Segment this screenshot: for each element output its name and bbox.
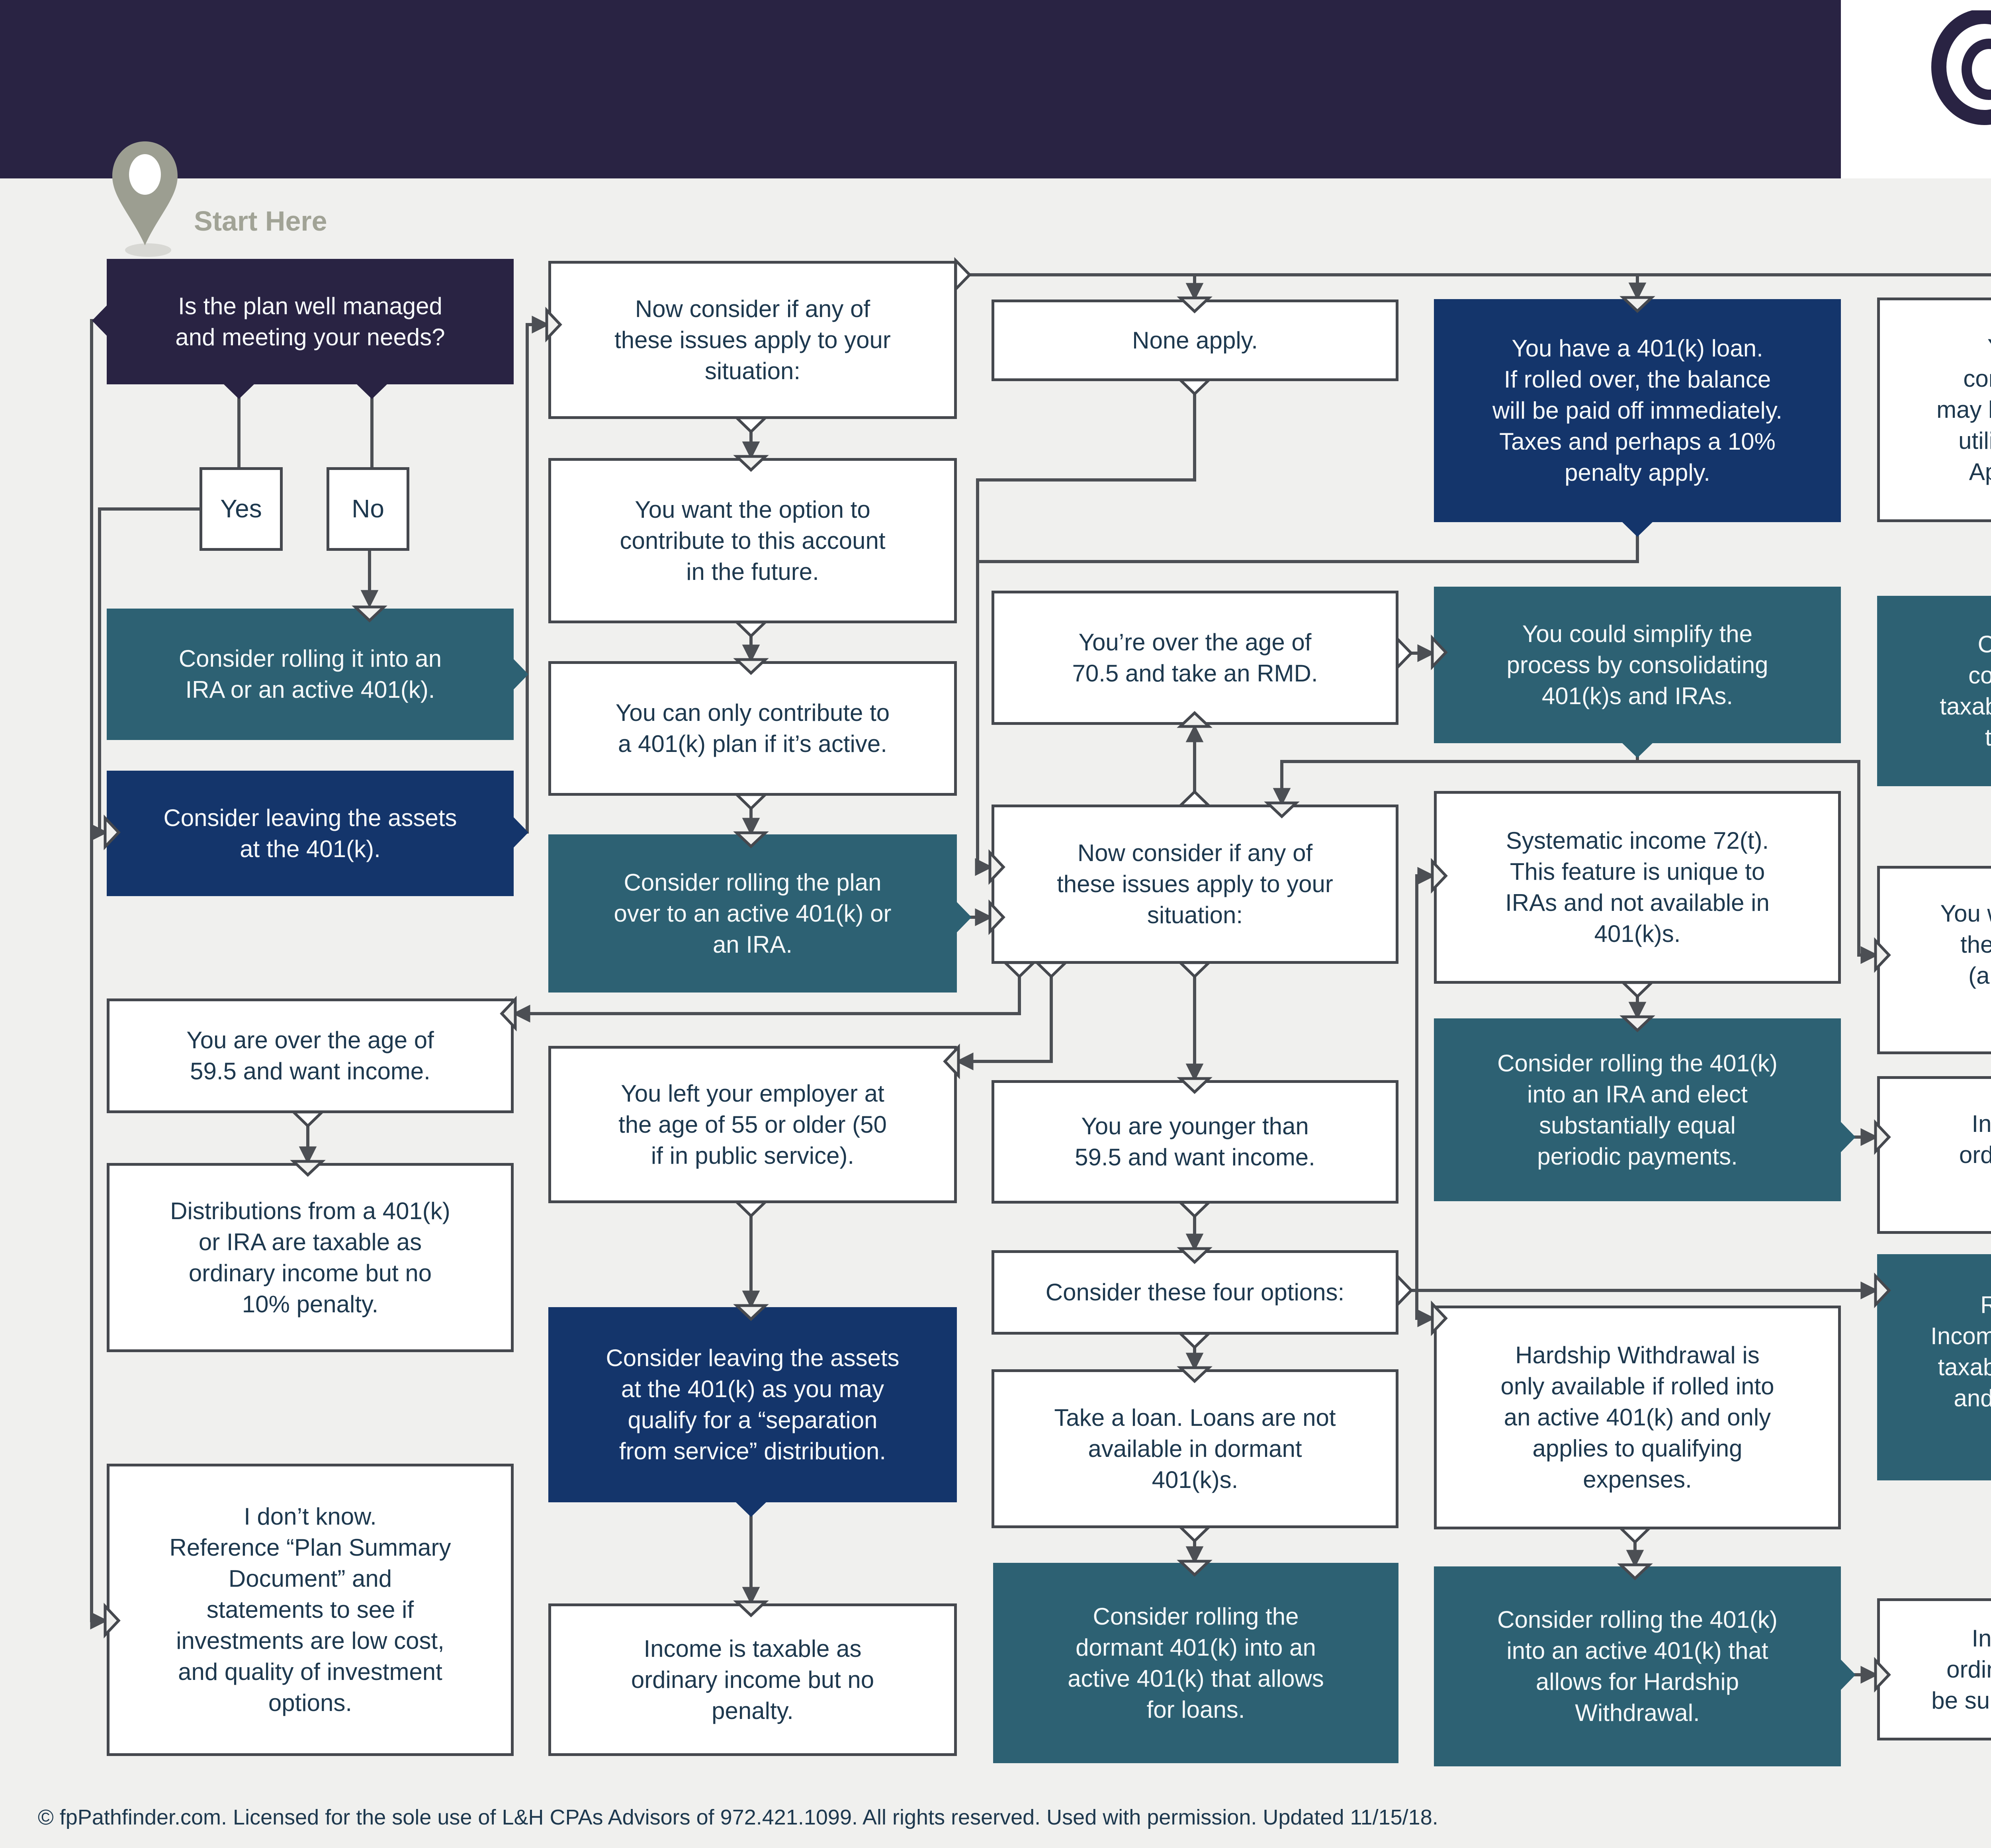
box-only-contribute-active: You can only contribute to a 401(k) plan…: [548, 661, 957, 796]
box-none-apply: None apply.: [992, 300, 1398, 381]
box-distributions-taxable: Distributions from a 401(k) or IRA are t…: [107, 1163, 514, 1352]
box-take-a-loan: Take a loan. Loans are not available in …: [992, 1369, 1398, 1528]
start-here-label: Start Here: [194, 206, 327, 237]
box-401k-loan: You have a 401(k) loan. If rolled over, …: [1434, 299, 1841, 522]
box-younger-59-5: You are younger than 59.5 and want incom…: [992, 1080, 1398, 1204]
box-over-59-5-want-income: You are over the age of 59.5 and want in…: [107, 998, 514, 1113]
box-income-taxable-no-penalty: Income is taxable as ordinary income but…: [548, 1603, 957, 1756]
box-consider-rolling-into-ira: Consider rolling it into an IRA or an ac…: [107, 609, 514, 740]
box-roll-ira-periodic-payments: Consider rolling the 401(k) into an IRA …: [1434, 1018, 1841, 1201]
box-systematic-income-72t: Systematic income 72(t). This feature is…: [1434, 791, 1841, 984]
box-yes: Yes: [199, 467, 283, 551]
box-hardship-withdrawal: Hardship Withdrawal is only available if…: [1434, 1306, 1841, 1529]
box-left-employer-55: You left your employer at the age of 55 …: [548, 1046, 957, 1203]
box-income-may-10-penalty: Income is taxable as ordinary income and…: [1877, 1598, 1991, 1740]
box-question-plan-managed: Is the plan well managed and meeting you…: [107, 259, 514, 384]
location-pin-icon: [112, 141, 178, 257]
box-pay-tax-basis-shares: You will pay income tax on the basis of …: [1877, 866, 1991, 1054]
box-four-options: Consider these four options:: [992, 1250, 1398, 1335]
box-no: No: [327, 467, 409, 551]
logo-panel: L & H CPAs •ADVISORS: [1841, 0, 1991, 178]
box-roll-active-hardship: Consider rolling the 401(k) into an acti…: [1434, 1566, 1841, 1766]
box-roll-dormant-for-loans: Consider rolling the dormant 401(k) into…: [993, 1563, 1398, 1763]
lh-logo-a-icon: [1931, 10, 1991, 125]
box-now-consider-2: Now consider if any of these issues appl…: [992, 805, 1398, 964]
footer-license: © fpPathfinder.com. Licensed for the sol…: [38, 1805, 1438, 1829]
box-rollover-to-ira: Rollover to an IRA. Income taken from an…: [1877, 1254, 1991, 1480]
box-company-stock-nua: Your 401(k) holds company stock. There m…: [1877, 298, 1991, 522]
box-simplify-consolidating: You could simplify the process by consol…: [1434, 587, 1841, 743]
box-consider-leaving-assets: Consider leaving the assets at the 401(k…: [107, 771, 514, 896]
box-i-dont-know: I don’t know. Reference “Plan Summary Do…: [107, 1464, 514, 1756]
box-income-no-10-penalty: Income is taxable as ordinary income but…: [1877, 1076, 1991, 1234]
box-want-option-contribute: You want the option to contribute to thi…: [548, 458, 957, 623]
box-consider-rolling-plan-over: Consider rolling the plan over to an act…: [548, 834, 957, 993]
box-now-consider-1: Now consider if any of these issues appl…: [548, 261, 957, 419]
box-separation-from-service: Consider leaving the assets at the 401(k…: [548, 1307, 957, 1502]
box-over-70-5-rmd: You’re over the age of 70.5 and take an …: [992, 591, 1398, 725]
header-bar: [0, 0, 1841, 178]
box-roll-stock-brokerage: Consider rolling the company stock into …: [1877, 596, 1991, 786]
